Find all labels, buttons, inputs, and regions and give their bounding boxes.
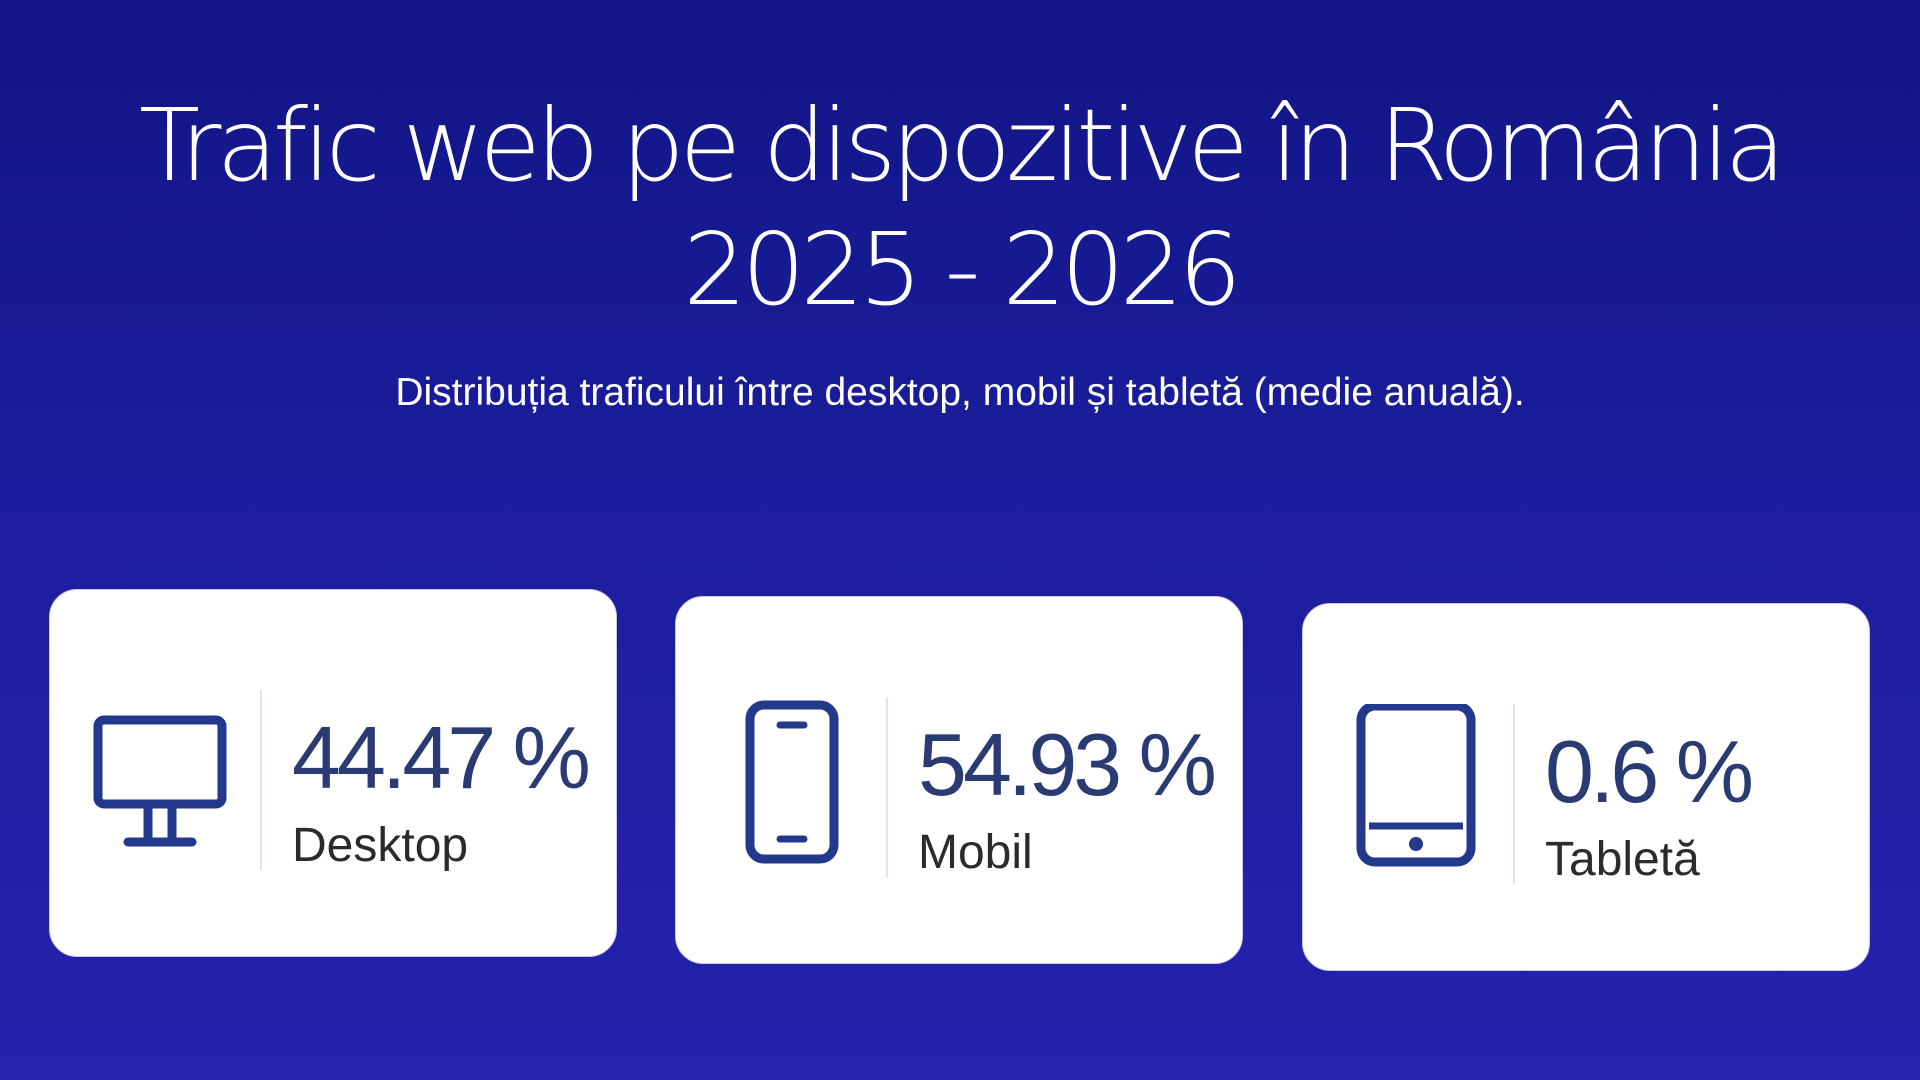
- page-title: Trafic web pe dispozitive în România 202…: [0, 84, 1920, 332]
- mobil-label: Mobil: [918, 826, 1033, 879]
- card-divider: [260, 690, 262, 870]
- desktop-label: Desktop: [292, 819, 469, 872]
- mobil-percentage: 54.93 %: [918, 715, 1217, 814]
- desktop-monitor-icon: [92, 690, 228, 860]
- title-line-2: 2025 - 2026: [683, 211, 1242, 328]
- title-line-1: Trafic web pe dispozitive în România: [139, 87, 1786, 204]
- tableta-label: Tabletă: [1545, 833, 1700, 886]
- tableta-percentage: 0.6 %: [1545, 722, 1754, 821]
- stat-card-tableta: 0.6 % Tabletă: [1302, 603, 1870, 971]
- desktop-percentage: 44.47 %: [292, 708, 591, 807]
- tablet-icon: [1345, 704, 1481, 874]
- page-subtitle: Distribuția traficului între desktop, mo…: [395, 371, 1525, 414]
- stat-card-desktop: 44.47 % Desktop: [49, 589, 617, 957]
- mobile-phone-icon: [718, 697, 854, 867]
- card-divider: [886, 697, 888, 877]
- stat-card-mobil: 54.93 % Mobil: [675, 596, 1243, 964]
- card-divider: [1513, 704, 1515, 884]
